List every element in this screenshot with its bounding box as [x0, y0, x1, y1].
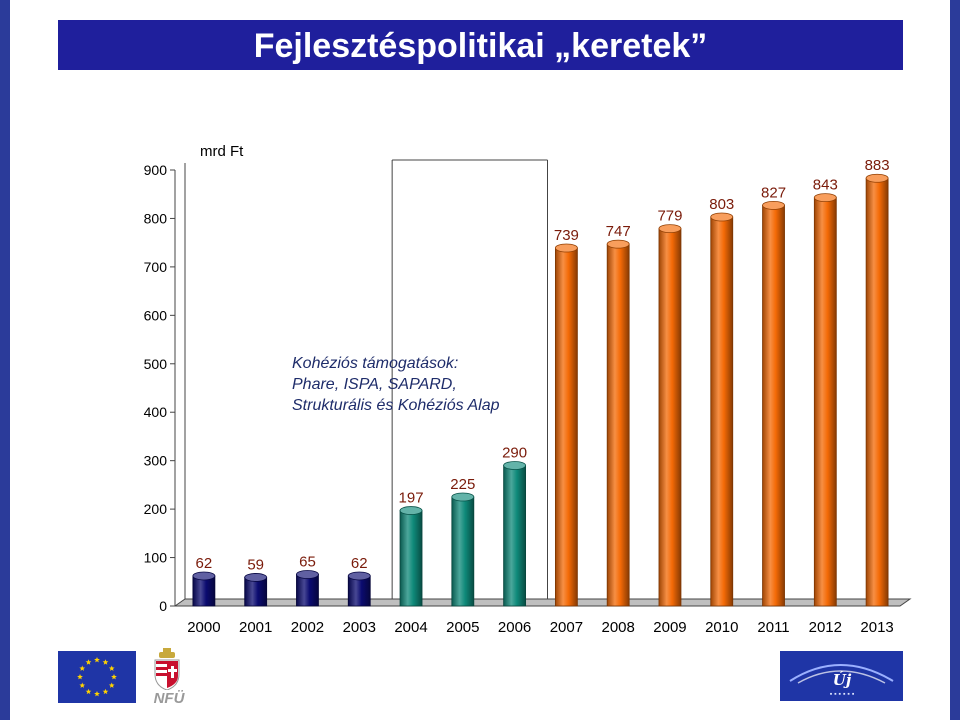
bar-body	[503, 465, 527, 607]
eu-star-icon	[111, 674, 117, 680]
x-tick-label: 2000	[187, 619, 220, 636]
x-tick-label: 2008	[601, 619, 634, 636]
bar-value-label: 843	[813, 177, 838, 194]
bar-body	[658, 228, 682, 607]
bar-body	[399, 510, 423, 607]
bar-body	[865, 177, 889, 607]
bar-value-label: 225	[450, 476, 475, 493]
eu-star-icon	[85, 688, 92, 695]
x-tick-label: 2009	[653, 619, 686, 636]
bar-top-cap	[762, 200, 785, 210]
bar-body	[762, 204, 785, 607]
bar-body	[710, 216, 734, 607]
x-tick-label: 2004	[394, 619, 427, 636]
title-bar: Fejlesztéspolitikai „keretek”	[58, 20, 903, 70]
x-tick-label: 2001	[239, 619, 272, 636]
eu-star-icon	[102, 688, 109, 695]
eu-star-icon	[102, 659, 109, 665]
eu-star-icon	[94, 657, 100, 663]
nfu-text: NFÜ	[153, 690, 185, 707]
y-tick-label: 600	[144, 307, 168, 323]
bar-value-label: 883	[865, 157, 890, 174]
x-tick-label: 2005	[446, 619, 479, 636]
bar-value-label: 747	[606, 223, 631, 240]
bar-top-cap	[813, 193, 837, 203]
y-tick-label: 500	[144, 356, 168, 372]
bar-top-cap	[399, 506, 423, 515]
x-tick-label: 2011	[757, 619, 789, 636]
x-tick-label: 2006	[498, 619, 531, 636]
hungarian-coat-of-arms-icon	[154, 648, 180, 690]
bar-value-label: 59	[247, 556, 264, 573]
eu-star-icon	[77, 674, 83, 680]
svg-text:Új: Új	[833, 671, 852, 689]
eu-star-icon	[79, 682, 86, 688]
left-frame-border	[0, 0, 10, 720]
y-tick-label: 0	[159, 598, 167, 614]
bar-top-cap	[710, 212, 734, 222]
bar-top-cap	[503, 461, 527, 470]
x-tick-label: 2012	[809, 619, 842, 636]
eu-flag-icon	[58, 651, 136, 703]
x-tick-label: 2013	[860, 619, 893, 636]
right-frame-border	[950, 0, 960, 720]
bar-body	[554, 247, 578, 607]
nfu-logo: NFÜ	[145, 648, 193, 710]
bar-value-label: 62	[351, 555, 368, 572]
eu-star-icon	[108, 682, 115, 688]
unit-label: mrd Ft	[200, 143, 244, 160]
bar-top-cap	[296, 570, 319, 579]
bar-top-cap	[658, 224, 682, 234]
x-tick-label: 2007	[550, 619, 583, 636]
y-tick-label: 700	[144, 259, 168, 275]
bar-value-label: 739	[554, 227, 579, 244]
svg-text:▪ ▪ ▪ ▪ ▪ ▪: ▪ ▪ ▪ ▪ ▪ ▪	[830, 691, 855, 698]
bar-body	[296, 574, 319, 607]
annotation-text-line: Kohéziós támogatások:	[292, 355, 458, 372]
bar-body	[347, 575, 371, 607]
bar-body	[192, 575, 216, 607]
page-title: Fejlesztéspolitikai „keretek”	[253, 27, 708, 65]
eu-star-icon	[108, 665, 115, 671]
x-tick-label: 2002	[291, 619, 324, 636]
x-tick-label: 2010	[705, 619, 738, 636]
y-tick-label: 300	[144, 453, 168, 469]
x-tick-label: 2003	[343, 619, 376, 636]
bar-top-cap	[606, 239, 630, 249]
bar-body	[451, 496, 475, 607]
chart-floor	[173, 598, 912, 607]
bar-value-label: 65	[299, 554, 316, 571]
bar-top-cap	[451, 492, 475, 502]
bar-body	[813, 197, 837, 607]
eu-star-icon	[85, 659, 92, 665]
y-tick-label: 400	[144, 404, 168, 420]
eu-star-icon	[79, 665, 86, 671]
annotation-text-line: Phare, ISPA, SAPARD,	[292, 376, 457, 393]
bar-top-cap	[865, 173, 889, 183]
y-tick-label: 900	[144, 162, 168, 178]
bar-value-label: 827	[761, 184, 786, 201]
y-tick-label: 100	[144, 550, 168, 566]
bar-top-cap	[244, 573, 268, 582]
bar-value-label: 197	[399, 490, 424, 507]
bar-top-cap	[554, 243, 578, 253]
uj-magyarorszag-logo-icon: Új ▪ ▪ ▪ ▪ ▪ ▪	[780, 651, 903, 701]
bar-body	[606, 243, 630, 607]
bar-value-label: 803	[709, 196, 734, 213]
bar-value-label: 62	[196, 555, 213, 572]
eu-star-icon	[94, 691, 100, 697]
bar-top-cap	[347, 571, 371, 581]
y-tick-label: 800	[144, 210, 168, 226]
y-tick-label: 200	[144, 501, 168, 517]
bar-value-label: 290	[502, 445, 527, 462]
bar-top-cap	[192, 571, 216, 581]
annotation-text-line: Strukturális és Kohéziós Alap	[292, 397, 500, 414]
bar-value-label: 779	[657, 208, 682, 225]
